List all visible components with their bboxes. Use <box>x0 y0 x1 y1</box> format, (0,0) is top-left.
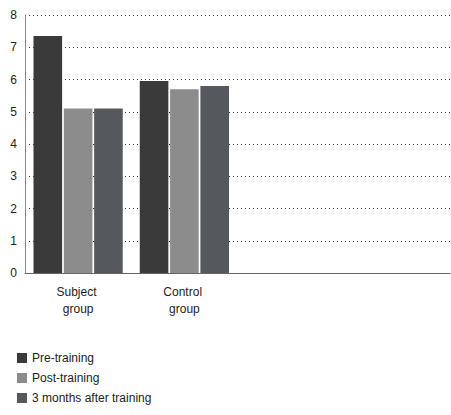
svg-text:3 months after training: 3 months after training <box>32 391 151 405</box>
svg-text:7: 7 <box>10 40 17 54</box>
svg-text:8: 8 <box>10 8 17 22</box>
svg-text:0: 0 <box>10 266 17 280</box>
svg-text:4: 4 <box>10 137 17 151</box>
svg-text:5: 5 <box>10 105 17 119</box>
svg-text:Subject: Subject <box>56 285 99 299</box>
svg-text:2: 2 <box>10 202 17 216</box>
svg-text:Control: Control <box>163 285 205 299</box>
svg-text:6: 6 <box>10 73 17 87</box>
svg-text:Pre-training: Pre-training <box>32 351 94 365</box>
svg-text:3: 3 <box>10 169 17 183</box>
svg-text:group: group <box>169 302 200 316</box>
svg-text:1: 1 <box>10 234 17 248</box>
svg-text:group: group <box>63 302 94 316</box>
svg-text:Post-training: Post-training <box>32 371 99 385</box>
